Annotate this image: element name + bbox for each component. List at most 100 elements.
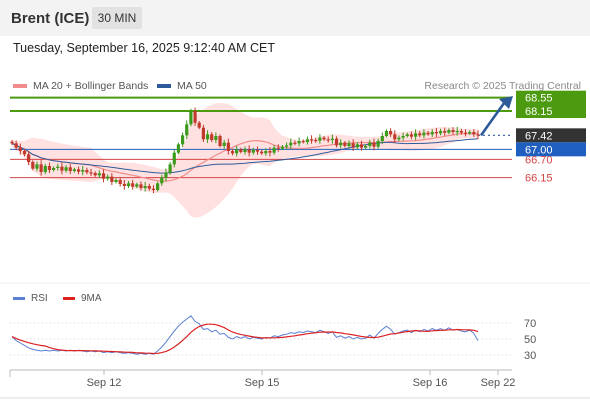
ma50-swatch [157,84,171,89]
candle-body [418,133,422,136]
candle-body [143,185,147,188]
candle-body [322,137,326,140]
candle-body [476,134,480,136]
candle-body [60,166,64,171]
candle-body [347,143,351,146]
candle-body [197,122,201,128]
candle-body [243,149,247,152]
candle-body [376,140,380,147]
legend-rsi: RSI [13,293,48,304]
candle-body [334,138,339,146]
candle-body [235,149,239,154]
candle-body [135,184,139,187]
candle-body [214,136,218,140]
candle-body [330,138,334,140]
x-axis-tick-label: Sep 12 [87,377,122,389]
candle-body [10,141,14,144]
ma9-swatch [63,296,75,300]
price-label-box [516,128,586,143]
candle-body [297,140,301,144]
candle-body [189,111,193,125]
candle-body [156,183,160,190]
candle-body [205,134,210,140]
legend-ma20-bollinger: MA 20 + Bollinger Bands [13,80,148,92]
price-label-box [516,142,586,157]
legend-9ma: 9MA [63,293,102,304]
candle-body [201,127,205,140]
candle-body [168,164,172,173]
candle-body [114,179,118,182]
legend-label: 9MA [81,293,102,304]
rsi-9ma-line [11,323,479,355]
price-label: 68.15 [525,106,553,118]
candle-body [472,132,476,135]
candle-body [326,139,330,141]
candle-body [343,142,347,146]
candle-body [289,142,293,146]
bollinger-band [12,103,478,218]
top-bar: Brent (ICE) 30 MIN [0,0,590,36]
candle-body [438,131,443,134]
candle-body [147,185,151,189]
candle-body [413,133,418,137]
price-label: 66.15 [525,173,553,185]
candle-body [285,145,289,147]
candle-body [393,134,397,140]
candle-body [122,183,126,186]
candle-body [459,131,463,133]
candle-body [272,147,276,153]
price-label-box [516,104,586,119]
chart-datetime: Tuesday, September 16, 2025 9:12:40 AM C… [13,41,275,55]
candle-body [405,134,409,136]
legend-ma50: MA 50 [157,80,207,92]
price-label: 66.70 [525,154,553,166]
candle-body [43,165,47,172]
candle-body [293,142,297,144]
candle-body [97,173,101,176]
candle-body [131,183,135,187]
rsi-tick-label: 30 [524,350,536,362]
candle-body [218,136,222,146]
candle-body [68,167,72,171]
ma20-swatch [13,84,27,89]
candle-body [434,132,438,134]
candle-body [451,130,455,133]
candle-body [180,135,185,145]
candle-body [239,149,243,152]
candle-body [160,177,164,184]
candle-body [18,147,22,151]
candle-body [164,172,168,178]
candle-body [85,169,89,173]
candle-body [118,179,122,184]
candle-body [339,142,343,146]
research-credit: Research © 2025 Trading Central [424,80,581,92]
candle-body [351,143,355,148]
candle-body [56,166,60,168]
candle-body [52,167,56,170]
candle-body [251,149,255,153]
candle-body [264,150,268,154]
price-label: 68.55 [525,93,553,105]
x-axis-tick-label: Sep 15 [245,377,280,389]
candle-body [39,164,43,172]
candle-body [76,169,81,172]
rsi-tick-label: 70 [524,318,536,330]
candle-body [185,124,189,136]
candle-body [397,137,401,140]
x-axis-tick-label: Sep 22 [481,377,516,389]
candle-body [359,144,364,148]
candle-body [422,132,426,136]
candle-body [126,183,131,186]
candle-body [47,165,52,170]
candle-body [447,130,451,133]
price-label: 67.00 [525,144,553,156]
candle-body [301,140,305,143]
candle-body [230,150,235,154]
candle-body [35,164,39,169]
candle-body [176,144,181,153]
timeframe-button[interactable]: 30 MIN [92,7,142,29]
candle-body [89,172,93,174]
candle-body [389,131,393,135]
candle-body [64,167,68,171]
